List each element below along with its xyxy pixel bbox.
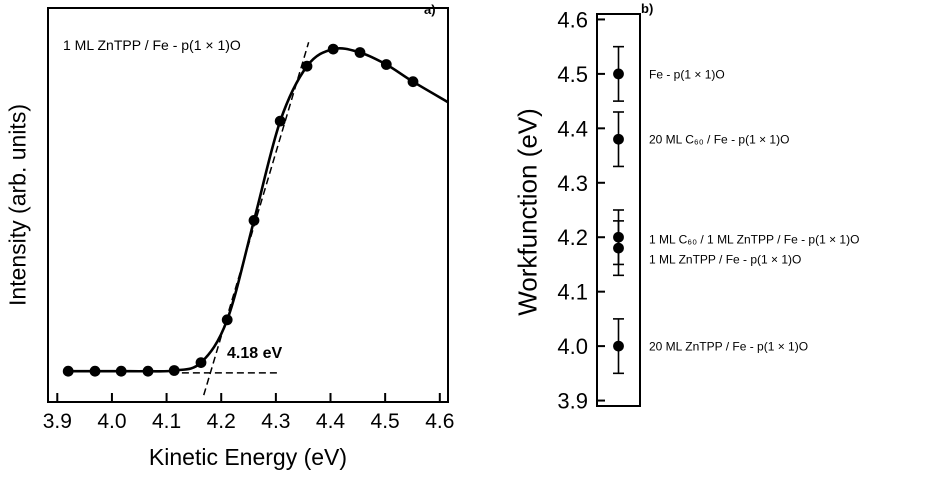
intensity-data-point	[62, 365, 74, 377]
panel-b-y-tick-label: 4.3	[557, 171, 588, 196]
panel-a-x-tick-label: 4.6	[425, 410, 454, 433]
panel-b-y-tick-label: 4.1	[557, 280, 588, 305]
panel-a-threshold-annotation: 4.18 eV	[227, 345, 283, 362]
intensity-data-point	[142, 365, 154, 377]
intensity-data-point	[380, 59, 392, 70]
workfunction-point-label: Fe - p(1 × 1)O	[649, 67, 725, 81]
intensity-data-point	[407, 76, 419, 88]
panel-b-y-tick-label: 4.0	[557, 334, 588, 359]
workfunction-point-label: 1 ML ZnTPP / Fe - p(1 × 1)O	[649, 253, 801, 267]
panel-b: 3.9 4.0 4.1 4.2 4.3 4.4 4.5 4.6 Fe - p(1 × 1)O 20…	[470, 0, 931, 477]
workfunction-point-label: 1 ML C₆₀ / 1 ML ZnTPP / Fe - p(1 × 1)O	[649, 233, 859, 247]
panel-a-x-tick-label: 4.3	[261, 410, 290, 433]
workfunction-point	[613, 133, 624, 145]
intensity-data-point	[327, 43, 339, 55]
panel-a-frame	[47, 7, 449, 403]
intensity-data-point	[248, 215, 260, 226]
panel-a-x-tick-label: 4.1	[152, 410, 181, 433]
workfunction-point-label: 20 ML C₆₀ / Fe - p(1 × 1)O	[649, 133, 789, 147]
panel-a: 3.9 4.0 4.1 4.2 4.3 4.4 4.5 4.6 Intensity (arb.…	[4, 2, 455, 470]
panel-a-x-axis-title: Kinetic Energy (eV)	[148, 444, 348, 470]
intensity-data-point	[301, 60, 313, 72]
panel-a-label: a)	[424, 2, 436, 17]
panel-b-y-tick-label: 4.6	[557, 7, 588, 32]
panel-a-y-axis-title: Intensity (arb. units)	[4, 104, 31, 306]
intensity-data-point	[354, 47, 366, 58]
intensity-data-point	[195, 357, 207, 368]
panel-a-canvas: 3.9 4.0 4.1 4.2 4.3 4.4 4.5 4.6	[43, 7, 454, 433]
panel-b-y-tick-label: 4.5	[557, 62, 588, 87]
panel-a-x-tick-label: 4.5	[371, 410, 400, 433]
intensity-data-point	[115, 365, 127, 377]
panel-b-y-tick-label: 4.4	[557, 116, 588, 141]
workfunction-point	[613, 68, 624, 80]
panel-a-sample-annotation: 1 ML ZnTPP / Fe - p(1 × 1)O	[63, 37, 241, 53]
panel-b-canvas: 3.9 4.0 4.1 4.2 4.3 4.4 4.5 4.6 Fe - p(1 × 1)O 20…	[557, 7, 859, 414]
panel-a-x-tick-label: 4.0	[97, 410, 126, 433]
workfunction-point	[613, 340, 624, 352]
intensity-data-point	[168, 365, 180, 376]
panel-a-x-tick-label: 4.2	[207, 410, 236, 433]
workfunction-point	[613, 242, 624, 254]
panel-a-x-tick-label: 4.4	[316, 410, 346, 433]
panel-a-x-tick-label: 3.9	[43, 410, 72, 433]
panel-b-y-axis-title: Workfunction (eV)	[512, 108, 543, 316]
intensity-data-point	[221, 314, 233, 326]
panel-b-label: b)	[641, 1, 654, 16]
panel-b-y-tick-label: 4.2	[557, 225, 588, 250]
intensity-data-point	[274, 115, 286, 127]
intensity-data-point	[89, 365, 101, 377]
workfunction-point-label: 20 ML ZnTPP / Fe - p(1 × 1)O	[649, 340, 808, 354]
panel-b-frame	[596, 13, 641, 407]
panel-b-y-tick-label: 3.9	[557, 389, 588, 414]
